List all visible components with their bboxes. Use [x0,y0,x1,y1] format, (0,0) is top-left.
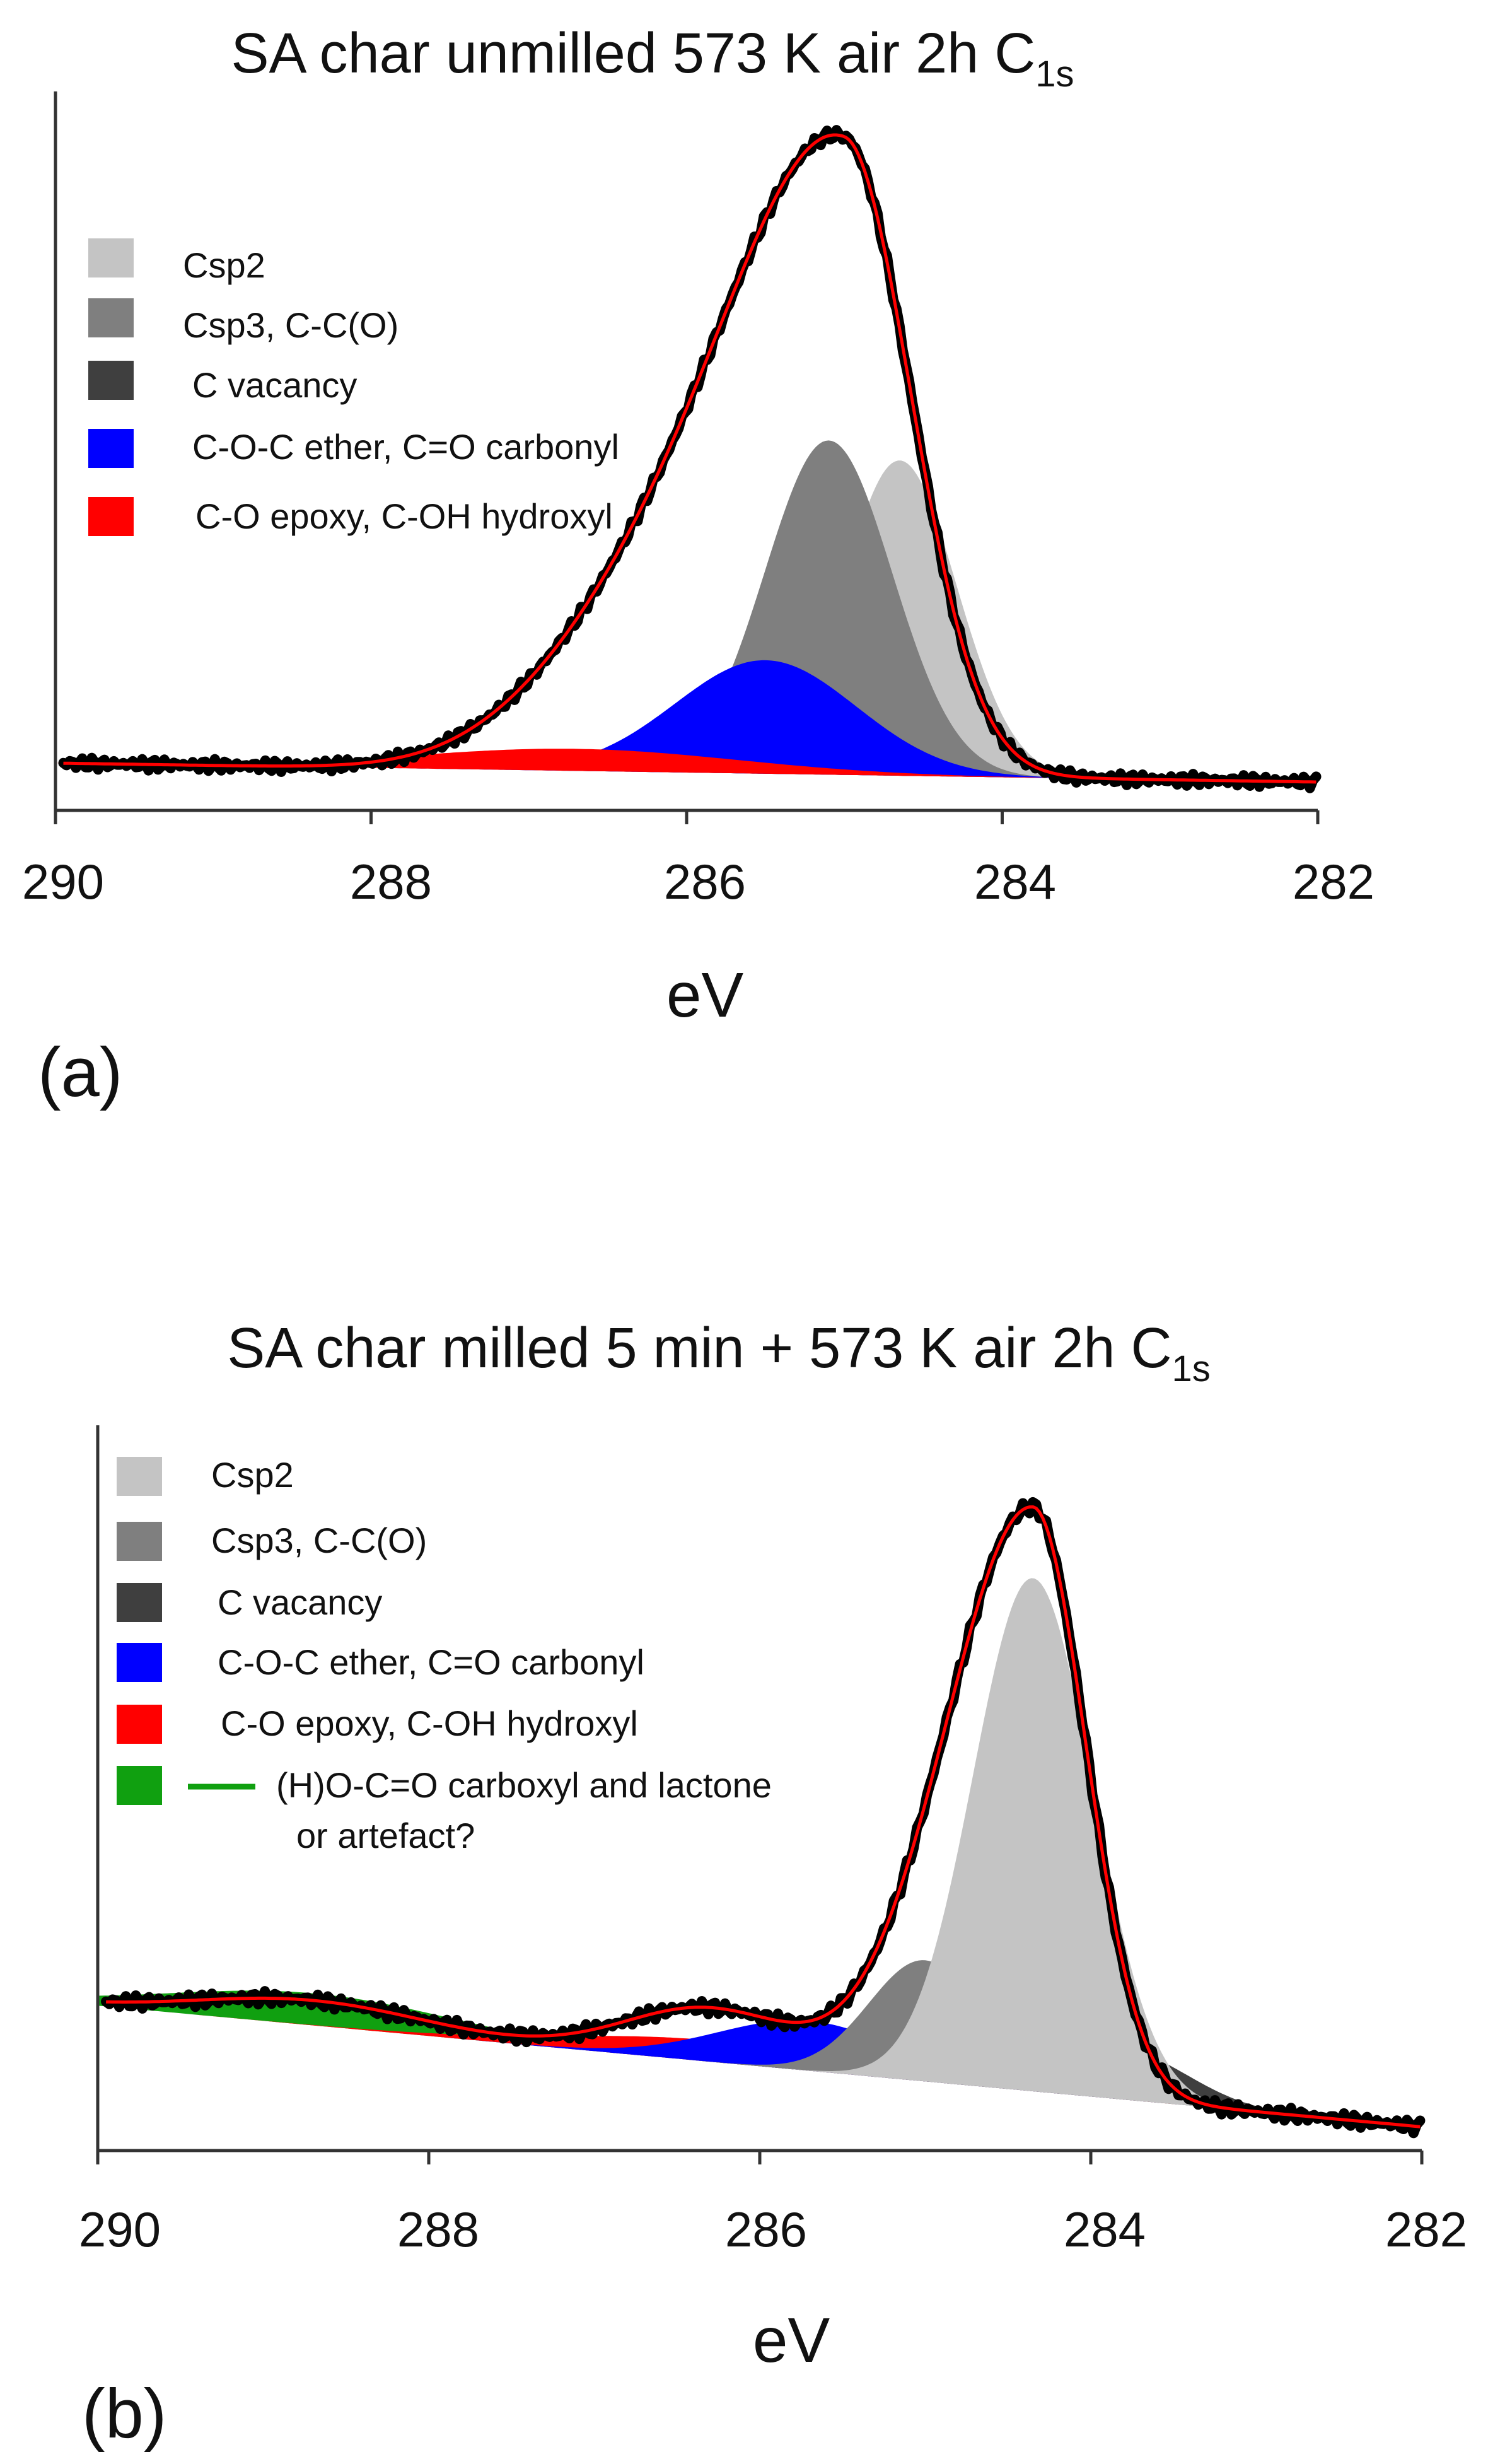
legend-b-label-carboxyl-line2: or artefact? [296,1816,475,1855]
legend-b-label-csp2: Csp2 [211,1455,294,1495]
legend-b-swatch-carboxyl [117,1766,162,1805]
chart-b-x-tick-label-286: 286 [725,2202,807,2257]
chart-a-legend: Csp2 Csp3, C-C(O) C vacancy C-O-C ether,… [88,238,619,536]
chart-a-x-tick-label-284: 284 [974,854,1056,909]
legend-a-label-ether: C-O-C ether, C=O carbonyl [192,427,619,467]
legend-b-swatch-epoxy [117,1705,162,1744]
chart-b-fit-envelope [106,1505,1421,2128]
chart-a-x-tick-label-290: 290 [22,854,104,909]
panel-b: SA char milled 5 min + 573 K air 2h C1s … [79,1317,1467,2453]
chart-a-components [55,440,1318,782]
chart-b-x-tick-label-284: 284 [1064,2202,1146,2257]
chart-b-title: SA char milled 5 min + 573 K air 2h C1s [227,1317,1211,1389]
chart-a-x-axis-label: eV [666,960,744,1031]
chart-a-component-c-o-c-ether-c-o-carbonyl [55,660,1318,782]
chart-a-fit-envelope [63,133,1317,784]
chart-b-ticks [96,2151,1424,2164]
panel-a: SA char unmilled 573 K air 2h C1s 290 28… [22,22,1375,1111]
chart-b-x-tick-label-282: 282 [1385,2202,1467,2257]
legend-a-swatch-csp2 [88,238,134,277]
legend-a-label-c-vacancy: C vacancy [192,365,357,405]
legend-a-swatch-csp3 [88,298,134,337]
legend-a-swatch-c-vacancy [88,361,134,400]
legend-b-swatch-ether [117,1643,162,1682]
legend-a-swatch-ether [88,429,134,468]
legend-b-swatch-csp3 [117,1522,162,1561]
panel-b-label: (b) [82,2375,166,2453]
legend-a-swatch-epoxy [88,497,134,536]
legend-a-label-epoxy: C-O epoxy, C-OH hydroxyl [195,496,613,536]
legend-b-swatch-c-vacancy [117,1583,162,1622]
chart-b-component-csp2 [98,1578,1422,2127]
chart-b-x-axis-label: eV [753,2305,830,2376]
chart-a-component-c-o-epoxy-c-oh-hydroxyl [55,749,1318,782]
legend-b-label-carboxyl: (H)O-C=O carboxyl and lactone [276,1765,772,1805]
legend-a-label-csp3: Csp3, C-C(O) [183,305,398,345]
chart-a-ticks [54,810,1320,824]
legend-b-label-ether: C-O-C ether, C=O carbonyl [218,1642,644,1682]
legend-b-swatch-csp2 [117,1457,162,1496]
chart-b-x-tick-label-288: 288 [397,2202,479,2257]
chart-a-x-tick-label-288: 288 [350,854,432,909]
legend-b-label-csp3: Csp3, C-C(O) [211,1521,427,1560]
chart-a-x-tick-label-286: 286 [664,854,746,909]
panel-a-label: (a) [38,1034,122,1111]
legend-a-label-csp2: Csp2 [183,245,265,285]
chart-a-title: SA char unmilled 573 K air 2h C1s [231,22,1074,95]
chart-a-x-tick-label-282: 282 [1293,854,1375,909]
chart-b-legend: Csp2 Csp3, C-C(O) C vacancy C-O-C ether,… [117,1455,772,1855]
legend-b-label-c-vacancy: C vacancy [218,1582,382,1622]
legend-b-label-epoxy: C-O epoxy, C-OH hydroxyl [221,1703,638,1743]
chart-b-x-tick-label-290: 290 [79,2202,161,2257]
